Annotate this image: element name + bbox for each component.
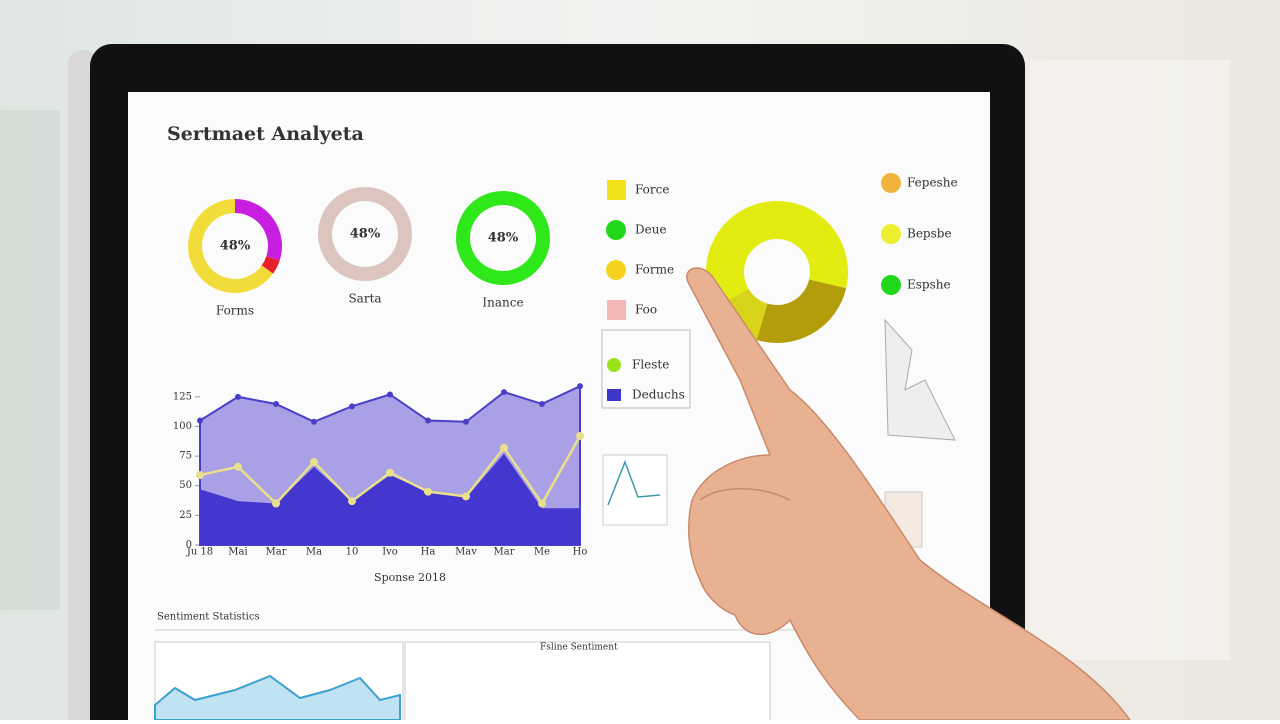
legend-swatch xyxy=(606,220,626,240)
y-tick-label: 100 xyxy=(173,421,192,432)
legend-swatch xyxy=(881,275,901,295)
y-tick-label: 25 xyxy=(179,510,192,521)
x-tick-label: 10 xyxy=(346,547,359,558)
point xyxy=(349,403,355,410)
x-tick-label: Ju 18 xyxy=(186,547,213,558)
donut-label: Forms xyxy=(216,304,254,318)
legend-label: Fleste xyxy=(632,358,669,372)
x-tick-label: Mai xyxy=(228,547,247,558)
donut-segment xyxy=(756,278,847,343)
y-tick-label: 125 xyxy=(173,391,192,402)
x-tick-label: Ivo xyxy=(382,547,398,558)
y-tick-label: 0 xyxy=(186,540,192,551)
section-title: Sentiment Statistics xyxy=(157,612,260,623)
legend-swatch xyxy=(607,180,626,200)
legend-label: Deue xyxy=(635,223,667,237)
bottom-panel xyxy=(404,641,771,724)
x-tick-label: Ma xyxy=(306,547,322,558)
panel-title: Fsline Sentiment xyxy=(540,643,618,653)
point xyxy=(463,418,469,425)
point xyxy=(197,417,203,424)
area-chart: 0 25 50 75 100 125 Ju 18 Mai Mar Ma 10 Ivo Ha Mav Mar M… xyxy=(173,383,587,584)
point xyxy=(577,383,583,390)
line-point xyxy=(538,499,546,508)
donut-label: Inance xyxy=(482,296,523,310)
legend-swatch xyxy=(607,358,621,372)
point xyxy=(311,418,317,425)
line-point xyxy=(310,458,318,467)
donut-segment xyxy=(234,199,282,261)
line-point xyxy=(424,487,432,496)
legend-label: Force xyxy=(635,183,669,197)
line-point xyxy=(386,468,394,477)
legend-label: Forme xyxy=(635,263,674,277)
donut-segment xyxy=(317,187,412,281)
legend-swatch xyxy=(607,389,621,401)
donut-label: Sarta xyxy=(348,292,381,306)
line-point xyxy=(234,462,242,471)
y-tick-label: 50 xyxy=(179,480,192,491)
point xyxy=(539,400,545,407)
line-point xyxy=(348,497,356,506)
x-tick-label: Ha xyxy=(421,547,436,558)
legend-swatch xyxy=(881,173,901,193)
dashboard-title: Sertmaet Analyeta xyxy=(167,123,364,145)
legend-frame xyxy=(601,329,691,409)
point xyxy=(501,389,507,396)
x-tick-label: Mav xyxy=(455,547,477,558)
donut-segment xyxy=(261,255,280,274)
mini-chart-line xyxy=(607,459,661,506)
hand xyxy=(686,267,1132,721)
legend-label: Fepeshe xyxy=(907,176,958,190)
point xyxy=(387,391,393,398)
donut-group: 48% Forms 48% Sarta 48% Inance Force Deue Forme F… xyxy=(188,173,958,402)
point xyxy=(273,400,279,407)
donut-center-label: 48% xyxy=(220,239,251,254)
line-point xyxy=(462,492,470,501)
line-point xyxy=(272,499,280,508)
y-tick-label: 75 xyxy=(179,451,192,462)
donut-segment xyxy=(455,191,550,285)
x-tick-label: Me xyxy=(534,547,550,558)
legend-label: Deduchs xyxy=(632,388,685,402)
legend-swatch xyxy=(881,224,901,244)
line-point xyxy=(500,443,508,452)
line-point xyxy=(576,431,584,440)
donut-segment xyxy=(188,199,274,293)
mini-chart xyxy=(884,318,956,441)
legend-label: Bepsbe xyxy=(907,227,952,241)
line-point xyxy=(196,471,204,480)
donut-center-label: 48% xyxy=(488,231,519,246)
x-tick-label: Mar xyxy=(266,547,287,558)
point xyxy=(235,393,241,400)
donut-segment xyxy=(706,201,848,308)
legend-swatch xyxy=(606,260,626,280)
donut-center-label: 48% xyxy=(350,227,381,242)
x-axis-title: Sponse 2018 xyxy=(374,571,446,584)
window-blur xyxy=(1030,60,1230,660)
hand-crease xyxy=(699,488,791,501)
x-tick-label: Mar xyxy=(494,547,515,558)
legend-swatch xyxy=(607,300,626,320)
window-blur xyxy=(0,110,60,610)
x-tick-label: Ho xyxy=(573,547,588,558)
legend-label: Espshe xyxy=(907,278,951,292)
area xyxy=(200,453,580,545)
donut-segment xyxy=(715,287,769,340)
legend-label: Foo xyxy=(635,303,657,317)
point xyxy=(425,417,431,424)
